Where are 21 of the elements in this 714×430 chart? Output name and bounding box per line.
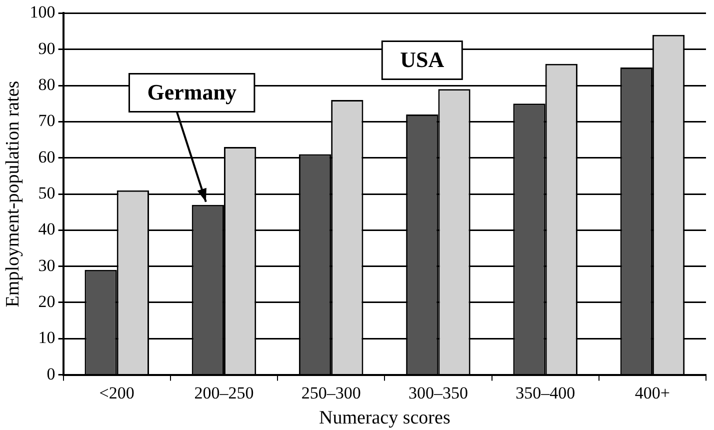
- y-tick-label: 70: [38, 111, 56, 130]
- x-tick-label: 400+: [634, 383, 670, 402]
- y-tick-label: 10: [38, 328, 56, 348]
- x-axis-title: Numeracy scores: [318, 408, 450, 429]
- y-tick-label: 30: [38, 256, 56, 275]
- y-axis-title: Employment-population rates: [2, 80, 24, 308]
- y-tick-label: 20: [38, 292, 56, 311]
- y-tick-label: 40: [38, 220, 56, 239]
- x-tick-label: 350–400: [516, 383, 576, 402]
- text: Germany: [147, 79, 236, 104]
- series-label: USA: [400, 46, 444, 72]
- y-tick-label: 90: [38, 38, 56, 58]
- x-tick-label: 300–350: [408, 383, 468, 402]
- y-tick-label: 100: [30, 2, 56, 22]
- x-tick-label: <200: [99, 383, 134, 402]
- y-tick-label: 60: [38, 147, 56, 166]
- x-tick-label: 250–300: [301, 383, 361, 402]
- y-tick-label: 0: [46, 364, 56, 384]
- y-tick-label: 80: [38, 74, 56, 94]
- x-tick-label: 200–250: [194, 383, 254, 402]
- y-tick-label: 50: [38, 183, 56, 202]
